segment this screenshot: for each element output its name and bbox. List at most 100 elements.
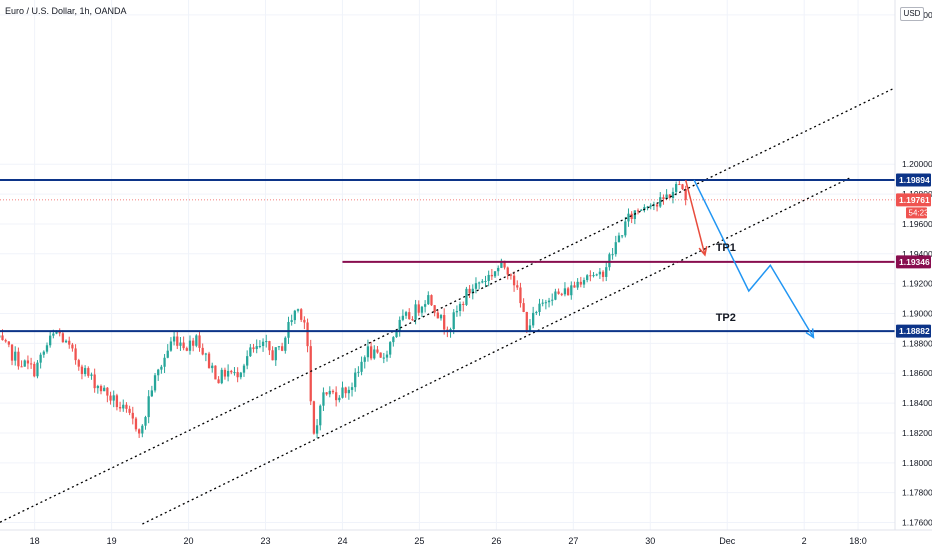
candle bbox=[119, 407, 121, 408]
candle bbox=[364, 357, 366, 362]
candle bbox=[522, 303, 524, 312]
candle bbox=[113, 395, 115, 400]
candle bbox=[640, 210, 642, 211]
time-tick-label: 20 bbox=[184, 536, 194, 546]
candle bbox=[459, 304, 461, 311]
candle bbox=[8, 341, 10, 344]
candle bbox=[481, 281, 483, 282]
candle bbox=[494, 271, 496, 276]
candle bbox=[151, 390, 153, 396]
candle bbox=[656, 204, 658, 206]
current-price-tag-label: 1.19761 bbox=[899, 195, 930, 205]
candle bbox=[46, 345, 48, 351]
candle bbox=[163, 358, 165, 367]
trend-line[interactable] bbox=[0, 88, 895, 522]
candle bbox=[291, 320, 293, 322]
candle bbox=[14, 352, 16, 361]
price-tick-label: 1.18000 bbox=[902, 458, 932, 468]
candle bbox=[659, 197, 661, 206]
candle bbox=[179, 343, 181, 346]
candle bbox=[84, 368, 86, 374]
candle bbox=[313, 401, 315, 433]
candle bbox=[367, 346, 369, 357]
candle bbox=[303, 320, 305, 323]
candle bbox=[392, 337, 394, 342]
candle bbox=[97, 386, 99, 388]
candle bbox=[468, 289, 470, 294]
candle bbox=[233, 372, 235, 373]
candle bbox=[281, 346, 283, 351]
candle bbox=[205, 354, 207, 355]
candle bbox=[402, 316, 404, 320]
candle bbox=[554, 292, 556, 300]
currency-button[interactable]: USD bbox=[900, 7, 924, 21]
chart-title: Euro / U.S. Dollar, 1h, OANDA bbox=[5, 6, 127, 16]
candle bbox=[551, 300, 553, 301]
candle bbox=[230, 371, 232, 372]
time-tick-label: 23 bbox=[260, 536, 270, 546]
candle bbox=[297, 309, 299, 311]
candle bbox=[138, 429, 140, 433]
candle bbox=[542, 303, 544, 304]
candle bbox=[173, 337, 175, 342]
candle bbox=[389, 342, 391, 354]
time-tick-label: Dec bbox=[719, 536, 736, 546]
candle bbox=[538, 304, 540, 312]
candle bbox=[243, 366, 245, 373]
candle bbox=[332, 391, 334, 392]
candle bbox=[491, 275, 493, 276]
price-tick-label: 1.17600 bbox=[902, 518, 932, 528]
candle bbox=[68, 341, 70, 345]
annotation-label: TP2 bbox=[716, 312, 736, 324]
candle bbox=[414, 304, 416, 319]
projection-path[interactable] bbox=[686, 180, 705, 255]
candle bbox=[386, 355, 388, 358]
price-level-tag-label: 1.18882 bbox=[899, 326, 930, 336]
candle bbox=[94, 374, 96, 388]
candle bbox=[33, 364, 35, 376]
candle bbox=[259, 346, 261, 347]
candle bbox=[202, 348, 204, 355]
candle bbox=[109, 396, 111, 401]
candle bbox=[198, 335, 200, 347]
price-tick-label: 1.18200 bbox=[902, 428, 932, 438]
candle bbox=[20, 366, 22, 367]
candle bbox=[148, 396, 150, 417]
candle bbox=[383, 358, 385, 359]
candle bbox=[176, 337, 178, 346]
price-tick-label: 1.18400 bbox=[902, 398, 932, 408]
candle bbox=[39, 355, 41, 363]
candle bbox=[615, 242, 617, 254]
price-tick-label: 1.19200 bbox=[902, 279, 932, 289]
candle bbox=[685, 189, 687, 200]
candle bbox=[602, 272, 604, 277]
candle bbox=[141, 426, 143, 434]
candle bbox=[424, 304, 426, 307]
candle bbox=[484, 281, 486, 282]
candle bbox=[43, 352, 45, 355]
price-tick-label: 1.19000 bbox=[902, 309, 932, 319]
candle bbox=[456, 311, 458, 312]
candle bbox=[128, 409, 130, 413]
candle bbox=[167, 351, 169, 358]
candle bbox=[271, 350, 273, 360]
candle bbox=[462, 304, 464, 305]
candle bbox=[421, 307, 423, 313]
time-tick-label: 25 bbox=[414, 536, 424, 546]
candle bbox=[49, 336, 51, 346]
candle bbox=[379, 353, 381, 358]
candle bbox=[599, 272, 601, 275]
price-tick-label: 1.19600 bbox=[902, 219, 932, 229]
candle bbox=[170, 341, 172, 350]
candle bbox=[519, 287, 521, 303]
candle bbox=[294, 311, 296, 320]
candle bbox=[408, 312, 410, 319]
candle bbox=[589, 275, 591, 276]
candle bbox=[621, 235, 623, 236]
candle bbox=[278, 346, 280, 347]
candle bbox=[437, 313, 439, 319]
candle bbox=[224, 370, 226, 377]
candle bbox=[11, 345, 13, 361]
